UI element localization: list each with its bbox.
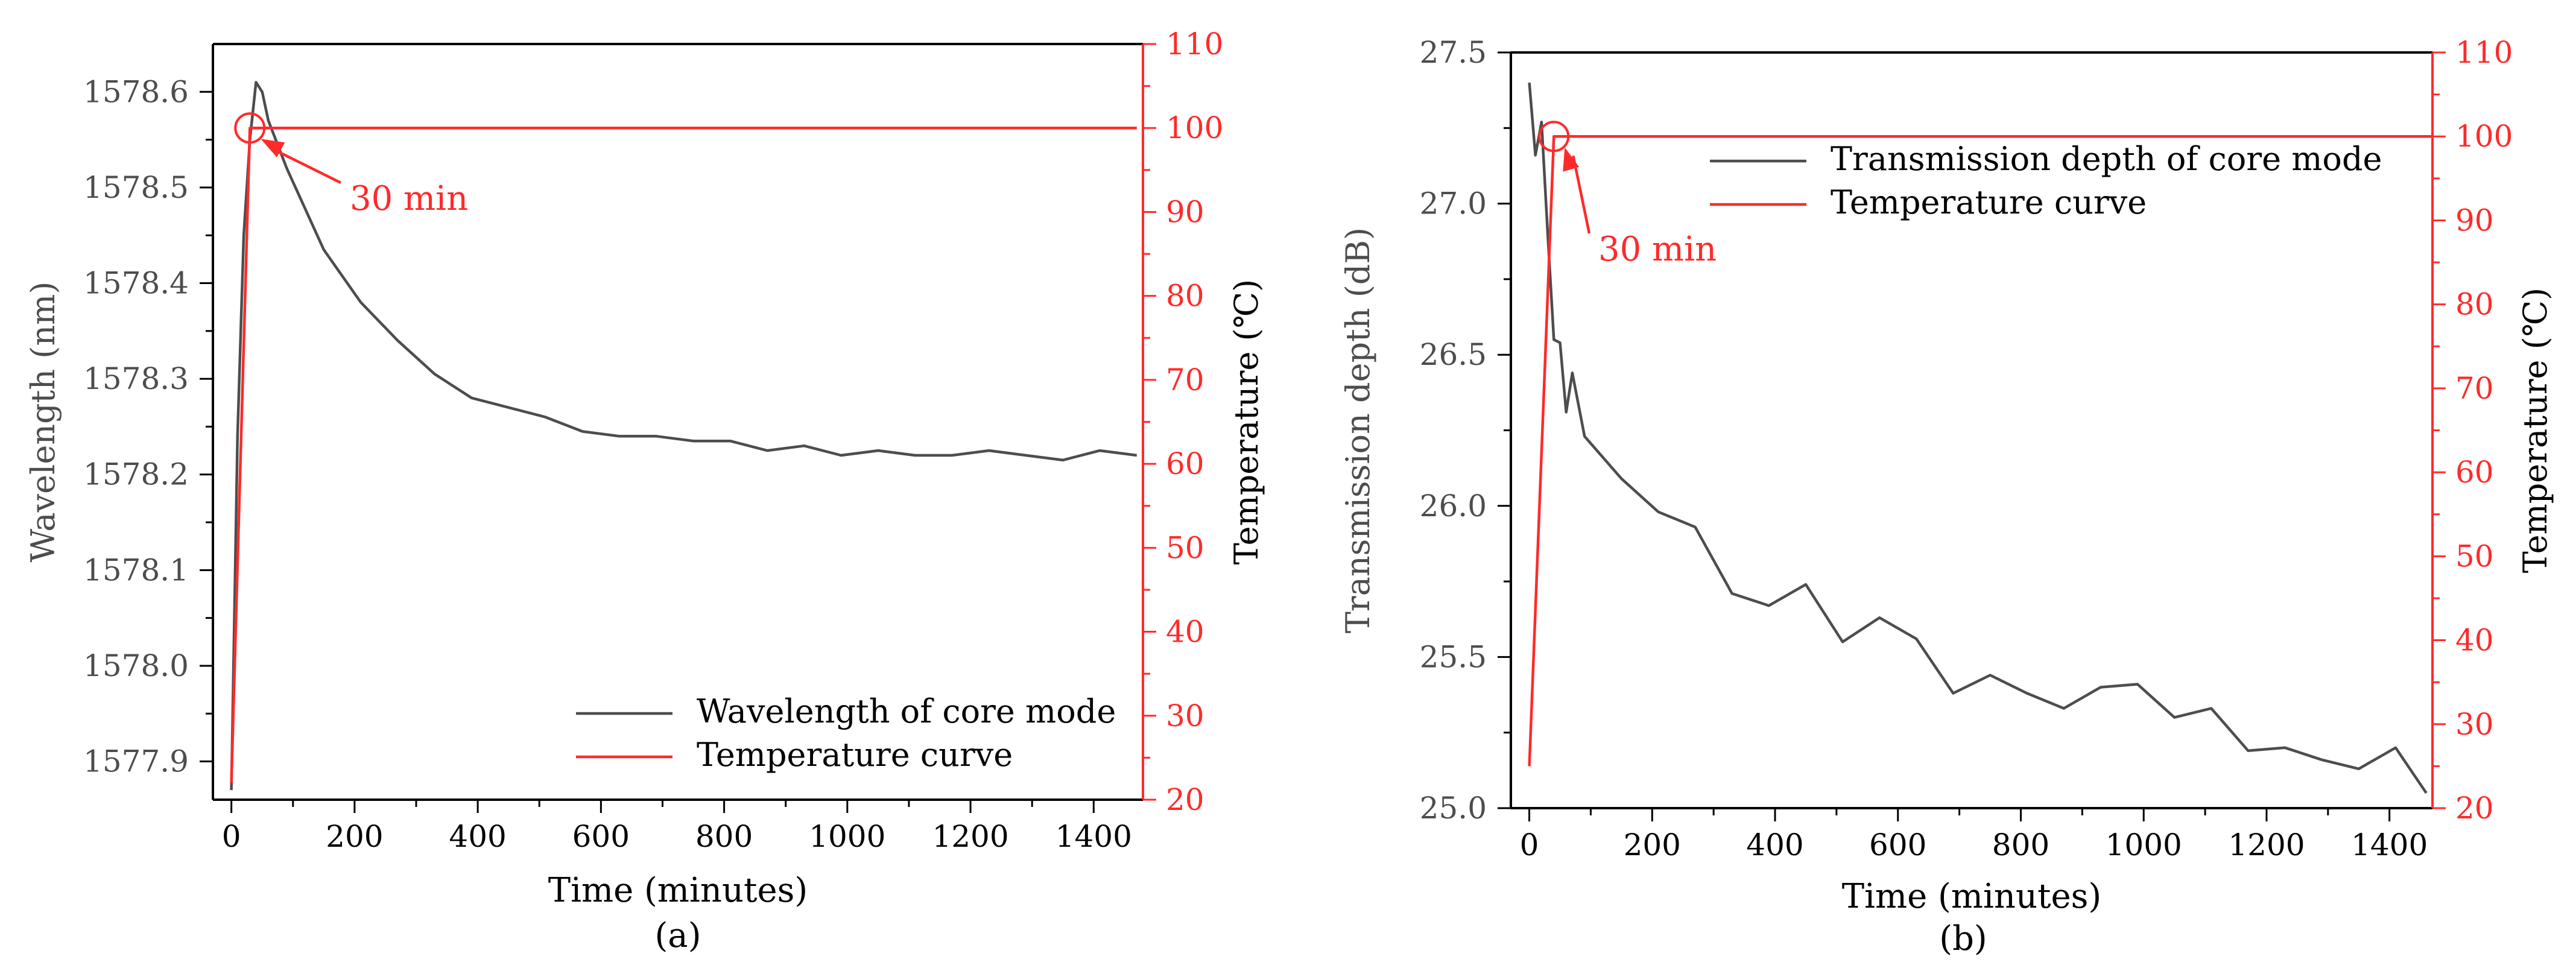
y-right-axis-label: Temperature (℃) (1227, 279, 1265, 564)
y-tick-label: 27.5 (1420, 35, 1487, 70)
y-right-tick-label: 20 (2455, 791, 2494, 826)
y-right-tick-label: 60 (2455, 455, 2494, 490)
annotation-arrow-line (1572, 155, 1591, 234)
x-tick-label: 800 (695, 819, 753, 854)
y-tick-label: 1578.4 (83, 266, 189, 301)
annotation-label: 30 min (1598, 230, 1717, 269)
x-tick-label: 1200 (932, 819, 1008, 854)
legend-entry-label: Transmission depth of core mode (1831, 140, 2382, 178)
y-right-tick-label: 70 (2455, 371, 2494, 406)
y-tick-label: 1578.3 (83, 361, 189, 396)
y-axis-label: Wavelength (nm) (24, 282, 62, 563)
annotation-circle (1538, 121, 1570, 153)
y-right-tick-label: 80 (1166, 279, 1204, 314)
y-tick-label: 1577.9 (83, 744, 189, 779)
x-tick-label: 200 (1624, 827, 1681, 862)
y-axis-label: Transmission depth (dB) (1339, 227, 1377, 633)
x-tick-label: 1000 (809, 819, 885, 854)
temperature-series-line (230, 126, 1137, 783)
y-right-tick-label: 40 (2455, 623, 2494, 658)
y-tick-label: 1578.1 (83, 552, 189, 587)
x-tick-label: 1200 (2228, 827, 2305, 862)
x-tick-label: 0 (1520, 827, 1539, 862)
y-right-tick-label: 60 (1166, 446, 1204, 481)
y-tick-label: 26.5 (1420, 337, 1487, 372)
y-right-tick-label: 80 (2455, 287, 2494, 322)
y-right-tick-label: 90 (2455, 203, 2494, 238)
x-tick-label: 200 (326, 819, 383, 854)
y-right-tick-label: 20 (1166, 782, 1204, 817)
y-right-tick-label: 110 (2455, 35, 2513, 70)
y-right-axis-label: Temperature (℃) (2516, 288, 2554, 573)
y-tick-label: 26.0 (1420, 489, 1487, 523)
y-tick-label: 25.5 (1420, 639, 1487, 674)
legend-entry-label: Wavelength of core mode (697, 692, 1116, 730)
y-tick-label: 27.0 (1420, 186, 1487, 221)
y-tick-label: 1578.5 (83, 170, 189, 205)
primary-series-line (230, 81, 1138, 791)
y-tick-label: 1578.0 (83, 648, 189, 683)
x-tick-label: 0 (222, 819, 241, 854)
annotation-arrow-line (268, 146, 341, 185)
y-right-tick-label: 100 (1166, 110, 1223, 145)
annotation-arrowhead (1563, 147, 1580, 172)
annotation-arrowhead (261, 139, 285, 157)
y-right-tick-label: 100 (2455, 119, 2513, 154)
y-right-tick-label: 30 (2455, 707, 2494, 742)
y-tick-label: 1578.2 (83, 457, 189, 492)
x-tick-label: 1000 (2106, 827, 2182, 862)
legend: Wavelength of core mode Temperature curve (576, 692, 1116, 774)
legend-entry-label: Temperature curve (697, 736, 1013, 774)
x-tick-label: 400 (1746, 827, 1803, 862)
panel-caption: (a) (654, 916, 701, 955)
temperature-series-line (1528, 134, 2432, 767)
annotation-label: 30 min (350, 179, 468, 218)
primary-series-line (1528, 82, 2428, 794)
x-axis-label: Time (minutes) (548, 871, 808, 910)
x-tick-label: 1400 (1055, 819, 1132, 854)
panel-caption: (b) (1939, 919, 1987, 958)
x-tick-label: 600 (1869, 827, 1926, 862)
x-tick-label: 800 (1992, 827, 2049, 862)
chart-panel-b: 0 200 400 600 800 1000 1200 1400 25.0 25.5 26.0 26.… (1339, 35, 2554, 958)
y-right-tick-label: 110 (1166, 27, 1223, 62)
x-axis-label: Time (minutes) (1842, 877, 2102, 916)
x-tick-label: 600 (572, 819, 630, 854)
y-right-tick-label: 30 (1166, 698, 1204, 733)
y-right-tick-label: 50 (2455, 539, 2494, 574)
y-right-tick-label: 90 (1166, 194, 1204, 229)
y-right-tick-label: 50 (1166, 530, 1204, 565)
legend-entry-label: Temperature curve (1831, 183, 2147, 221)
x-tick-label: 1400 (2351, 827, 2428, 862)
annotation-circle (234, 112, 266, 144)
x-tick-label: 400 (449, 819, 506, 854)
y-right-tick-label: 70 (1166, 362, 1204, 397)
y-tick-label: 25.0 (1420, 791, 1487, 826)
chart-panel-a: 0 200 400 600 800 1000 1200 1400 1577.9 1578.0 157… (24, 27, 1265, 955)
y-right-tick-label: 40 (1166, 615, 1204, 650)
y-tick-label: 1578.6 (83, 74, 189, 109)
legend: Transmission depth of core mode Temperatu… (1710, 140, 2382, 221)
